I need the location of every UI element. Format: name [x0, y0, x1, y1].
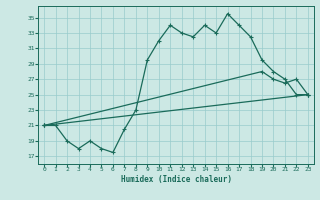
X-axis label: Humidex (Indice chaleur): Humidex (Indice chaleur): [121, 175, 231, 184]
